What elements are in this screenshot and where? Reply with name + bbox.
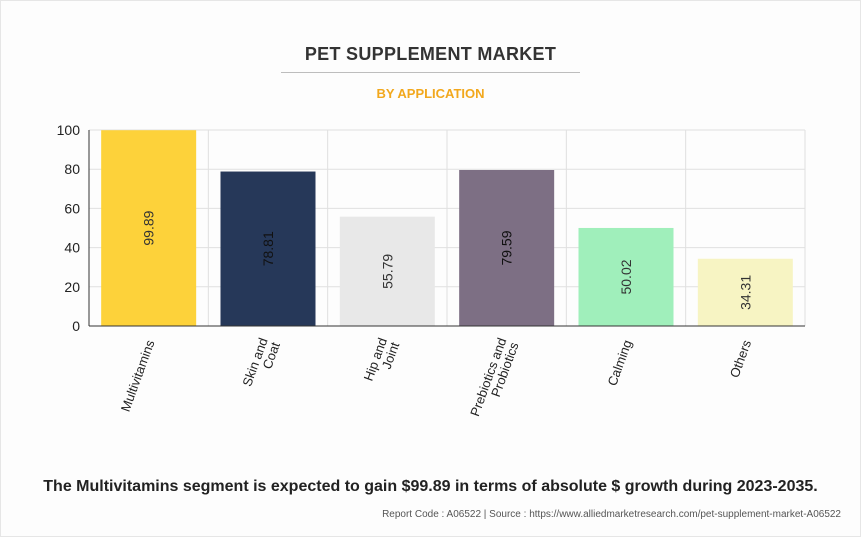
bar [697, 258, 793, 326]
bar-value-label: 55.79 [379, 254, 395, 289]
y-tick-label: 20 [64, 279, 80, 295]
bar-value-label: 99.89 [141, 210, 157, 245]
y-tick-label: 60 [64, 200, 80, 216]
bar-value-label: 50.02 [618, 259, 634, 294]
bar [220, 171, 316, 326]
title-divider [281, 72, 580, 73]
y-tick-label: 0 [72, 318, 80, 334]
bar-value-label: 78.81 [260, 231, 276, 266]
x-tick-label-line: Multivitamins [118, 337, 158, 413]
chart-title: PET SUPPLEMENT MARKET [304, 44, 557, 64]
x-tick-label-line: Others [727, 337, 755, 379]
bar [578, 227, 674, 326]
bar-value-label: 34.31 [737, 275, 753, 310]
bar-value-label: 79.59 [499, 230, 515, 265]
y-tick-label: 80 [64, 161, 80, 177]
x-tick-label-line: Calming [604, 338, 634, 388]
x-tick-label: Multivitamins [118, 337, 158, 413]
chart-subtitle: BY APPLICATION [376, 86, 485, 101]
bar [101, 130, 197, 326]
y-tick-label: 100 [57, 122, 81, 138]
x-tick-label: Skin andCoat [239, 335, 283, 392]
x-tick-label: Prebiotics andProbiotics [467, 335, 522, 422]
bar [339, 216, 435, 326]
x-tick-label: Hip andJoint [361, 335, 403, 387]
y-tick-label: 40 [64, 240, 80, 256]
x-tick-label: Calming [604, 338, 634, 388]
bar [459, 170, 555, 326]
x-tick-label: Others [727, 337, 755, 379]
source-note: Report Code : A06522 | Source : https://… [382, 509, 841, 520]
footer-statement: The Multivitamins segment is expected to… [43, 478, 818, 495]
